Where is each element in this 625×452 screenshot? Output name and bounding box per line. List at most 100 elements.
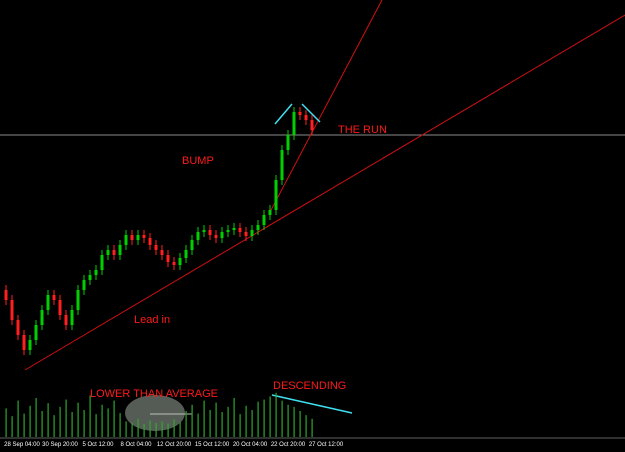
volume-bar [77,402,79,437]
volume-bar [35,398,37,437]
volume-bar [281,400,283,437]
candle-body [172,262,176,265]
volume-bar [71,412,73,437]
annotation: LOWER THAN AVERAGE [90,388,218,400]
candle-body [268,210,272,215]
volume-bar [95,414,97,437]
volume-bar [59,406,61,437]
volume-bar [65,399,67,437]
volume-bar [29,405,31,437]
candle-body [154,245,158,250]
volume-descending-line [271,394,353,414]
volume-low-highlight [125,395,185,431]
volume-bar [161,421,163,437]
annotation: DESCENDING [273,380,346,392]
candle-body [106,250,110,255]
candle-body [58,300,62,315]
bump-top-right [301,103,321,123]
volume-bar [41,411,43,437]
volume-bar [5,408,7,437]
volume-bar [269,396,271,437]
candle-body [178,258,182,265]
candle-body [118,245,122,255]
volume-bar [137,418,139,437]
candle-body [28,340,32,350]
candle-body [64,315,68,325]
annotation: THE RUN [338,124,387,136]
candle-body [304,115,308,120]
candle-body [310,120,314,130]
candle-body [10,300,14,320]
candle-body [34,325,38,340]
x-tick-label: 28 Sep 04:00 [4,442,40,448]
candle-body [124,235,128,245]
volume-bar [17,400,19,437]
run-trendline [269,0,383,213]
volume-bar [263,399,265,437]
volume-bar [233,398,235,437]
volume-bar [53,415,55,437]
volume-bar [173,419,175,437]
volume-bar [215,402,217,437]
volume-bar [107,408,109,437]
x-tick-label: 5 Oct 12:00 [82,442,114,448]
volume-bar [83,409,85,437]
marks: 28 Sep 04:00 30 Sep 20:00 5 Oct 12:00 8 Oct… [4,107,344,448]
volume-bar [179,421,181,437]
candle-body [184,250,188,258]
x-tick-label: 15 Oct 12:00 [195,442,230,448]
volume-bar [89,395,91,437]
volume-bar [287,404,289,437]
x-tick-label: 12 Oct 20:00 [157,442,192,448]
annotation: BUMP [182,155,214,167]
candle-body [226,230,230,232]
candle-body [166,255,170,262]
volume-bar [143,424,145,437]
volume-bar [221,412,223,437]
candle-body [214,235,218,238]
volume-bar [155,422,157,437]
volume-bar [239,414,241,437]
x-tick-label: 22 Oct 20:00 [271,442,306,448]
volume-bar [167,423,169,437]
volume-bar [245,405,247,437]
candle-body [160,250,164,255]
x-tick-label: 27 Oct 12:00 [309,442,344,448]
candle-body [88,275,92,280]
candle-body [256,225,260,230]
x-tick-label: 20 Oct 04:00 [233,442,268,448]
bump-top-left [274,103,293,125]
candle-body [82,280,86,290]
candle-body [244,232,248,236]
candle-body [232,228,236,230]
candle-body [238,228,242,232]
candle-body [262,215,266,225]
volume-bar [47,403,49,437]
volume-bar [311,418,313,437]
candle-body [190,240,194,250]
candle-body [46,295,50,310]
volume-bar [197,413,199,437]
candle-body [112,250,116,255]
volume-bar [23,413,25,437]
volume-bar [251,409,253,437]
volume-bar [119,413,121,437]
candle-body [22,335,26,350]
candle-body [148,238,152,245]
volume-bar [209,409,211,437]
candle-body [76,290,80,310]
volume-bar [125,421,127,437]
volume-bar [293,406,295,437]
candle-body [40,310,44,325]
lead-in-trendline [24,14,625,371]
candle-body [220,232,224,238]
volume-bar [191,404,193,437]
candle-body [280,150,284,180]
candle-body [4,290,8,300]
volume-bar [275,392,277,437]
candle-body [196,232,200,240]
candle-body [16,320,20,335]
candle-body [70,310,74,325]
